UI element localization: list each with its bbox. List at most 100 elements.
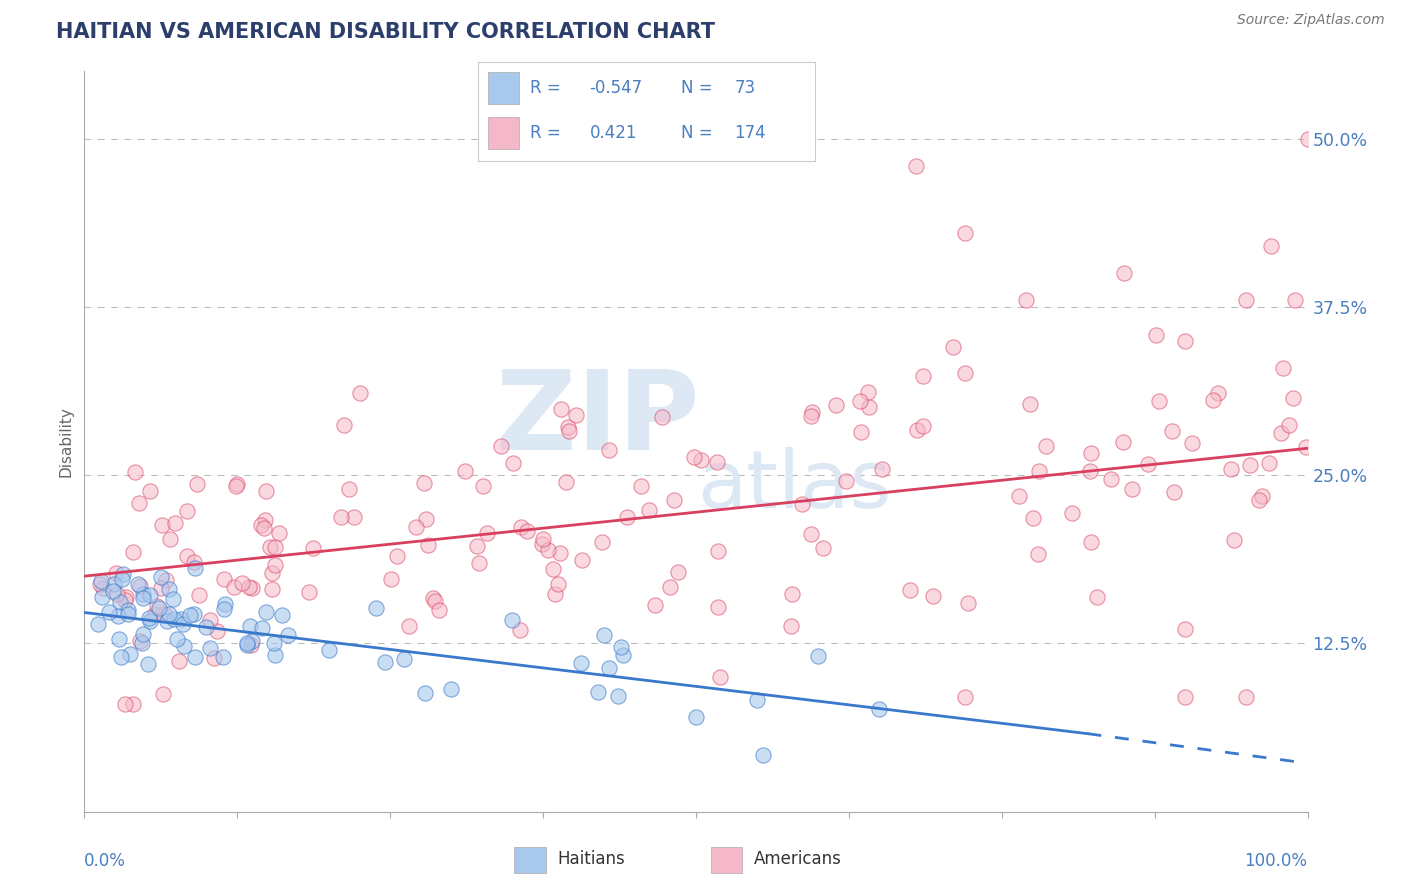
Point: [117, 607, 139, 621]
Point: [127, 577, 149, 591]
Point: [598, 661, 620, 675]
Point: [869, 702, 891, 716]
Point: [166, 632, 188, 646]
Point: [569, 657, 592, 671]
Point: [152, 687, 174, 701]
Point: [706, 455, 728, 469]
Point: [427, 602, 450, 616]
Point: [250, 517, 273, 532]
Point: [856, 384, 879, 399]
Point: [1028, 464, 1050, 478]
Point: [183, 607, 205, 621]
Point: [548, 546, 571, 560]
Point: [807, 648, 830, 663]
Point: [107, 609, 129, 624]
Text: Americans: Americans: [754, 849, 842, 868]
Point: [120, 648, 142, 662]
Point: [1099, 472, 1122, 486]
Point: [554, 475, 576, 489]
Point: [150, 581, 173, 595]
Point: [1080, 445, 1102, 459]
Point: [198, 613, 221, 627]
Point: [651, 409, 673, 424]
Point: [260, 566, 283, 581]
Point: [412, 476, 434, 491]
Point: [256, 483, 278, 498]
Point: [955, 366, 977, 380]
Point: [267, 526, 290, 541]
Point: [132, 591, 155, 606]
Bar: [711, 847, 742, 872]
Point: [129, 634, 152, 648]
Point: [156, 615, 179, 629]
Point: [236, 636, 259, 650]
Point: [1278, 417, 1301, 432]
Point: [565, 408, 588, 422]
Point: [502, 456, 524, 470]
Point: [240, 634, 263, 648]
Point: [1181, 435, 1204, 450]
Point: [110, 594, 132, 608]
Bar: [515, 847, 546, 872]
Point: [239, 619, 262, 633]
Point: [440, 681, 463, 696]
Point: [342, 510, 364, 524]
Point: [117, 603, 139, 617]
Point: [240, 638, 263, 652]
Text: Haitians: Haitians: [557, 849, 626, 868]
Point: [240, 581, 263, 595]
Point: [330, 510, 353, 524]
Point: [1085, 591, 1108, 605]
Point: [707, 543, 730, 558]
Point: [747, 692, 769, 706]
Point: [103, 583, 125, 598]
Point: [271, 608, 294, 623]
Point: [136, 657, 159, 671]
Point: [222, 580, 245, 594]
Point: [685, 710, 707, 724]
Point: [179, 607, 201, 622]
Point: [1080, 464, 1102, 478]
Point: [849, 425, 872, 439]
Point: [547, 577, 569, 591]
Point: [277, 628, 299, 642]
Point: [107, 632, 129, 646]
Point: [1260, 239, 1282, 253]
Point: [638, 503, 661, 517]
Point: [131, 587, 153, 601]
Text: 174: 174: [734, 124, 766, 142]
Point: [132, 627, 155, 641]
Point: [138, 588, 160, 602]
Point: [956, 596, 979, 610]
Point: [138, 615, 160, 629]
Point: [90, 574, 112, 589]
Point: [1272, 360, 1295, 375]
Point: [155, 573, 177, 587]
Point: [752, 748, 775, 763]
Point: [263, 558, 285, 572]
Point: [1258, 456, 1281, 470]
Point: [172, 617, 194, 632]
Point: [516, 524, 538, 539]
Point: [835, 474, 858, 488]
Point: [176, 549, 198, 563]
Text: N =: N =: [681, 124, 711, 142]
Point: [612, 648, 634, 662]
Point: [253, 521, 276, 535]
Point: [571, 553, 593, 567]
Point: [800, 409, 823, 423]
Point: [263, 636, 285, 650]
Point: [128, 496, 150, 510]
Point: [263, 540, 285, 554]
Point: [153, 607, 176, 622]
Text: 73: 73: [734, 79, 755, 97]
Point: [1019, 397, 1042, 411]
Point: [374, 655, 396, 669]
Point: [475, 526, 498, 541]
Point: [662, 493, 685, 508]
Point: [616, 510, 638, 524]
Point: [212, 572, 235, 586]
Point: [858, 400, 880, 414]
Point: [211, 650, 233, 665]
Point: [558, 424, 581, 438]
